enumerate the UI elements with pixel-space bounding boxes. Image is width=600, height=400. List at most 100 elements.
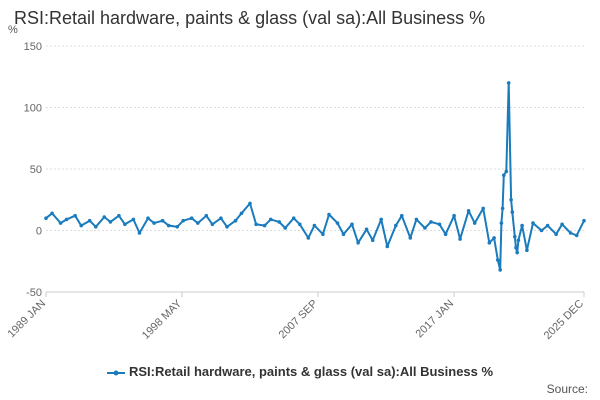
data-point	[335, 221, 340, 225]
data-point	[94, 225, 98, 229]
data-point	[472, 221, 477, 225]
data-point	[239, 211, 244, 216]
data-point	[414, 217, 419, 222]
y-tick-label: -50	[26, 287, 42, 299]
data-point	[50, 211, 54, 216]
data-point	[568, 231, 573, 235]
data-point	[283, 226, 288, 230]
data-point	[306, 236, 311, 240]
chart-title: RSI:Retail hardware, paints & glass (val…	[14, 8, 486, 28]
data-point	[79, 223, 83, 228]
data-point	[312, 223, 317, 228]
data-point	[408, 236, 413, 240]
data-point	[327, 212, 331, 217]
data-point	[492, 236, 496, 240]
data-point	[233, 218, 238, 223]
data-point	[515, 250, 519, 255]
data-point	[298, 222, 302, 227]
data-point	[520, 223, 524, 228]
x-tick-label: 2017 JAN	[414, 298, 457, 341]
data-point	[370, 238, 375, 243]
data-point	[225, 225, 229, 229]
data-point	[321, 232, 325, 236]
data-point	[44, 216, 48, 220]
data-point	[196, 221, 200, 225]
data-point	[525, 248, 529, 252]
data-point	[146, 216, 150, 220]
data-point	[429, 220, 433, 224]
data-point	[516, 238, 521, 243]
data-point	[210, 222, 215, 227]
data-point	[166, 223, 171, 228]
data-point	[560, 222, 564, 227]
y-tick-label: 50	[30, 164, 42, 176]
data-point	[504, 169, 509, 174]
x-tick-label: 2025 DEC	[542, 298, 586, 342]
data-point	[254, 222, 258, 227]
data-point	[58, 221, 63, 225]
data-point	[64, 217, 69, 222]
data-point	[423, 226, 427, 230]
data-point	[498, 268, 503, 272]
data-point	[545, 223, 550, 228]
data-point	[499, 221, 504, 225]
data-point	[554, 232, 558, 236]
legend-series-label: RSI:Retail hardware, paints & glass (val…	[128, 364, 494, 379]
data-point	[510, 210, 515, 214]
data-point	[452, 213, 456, 218]
data-point	[458, 237, 462, 241]
data-point	[108, 220, 113, 224]
data-point	[181, 218, 185, 223]
data-point	[341, 232, 346, 236]
data-point	[350, 222, 354, 227]
data-point	[268, 217, 273, 222]
data-point	[502, 173, 506, 177]
chart-legend[interactable]: RSI:Retail hardware, paints & glass (val…	[0, 364, 600, 379]
data-point	[496, 258, 500, 262]
data-point	[262, 223, 267, 228]
y-tick-label: 0	[36, 226, 42, 238]
data-point	[487, 241, 492, 245]
data-point	[394, 223, 398, 228]
legend-line-marker-icon	[106, 370, 125, 376]
data-point	[437, 222, 442, 227]
y-tick-label: 150	[24, 41, 42, 53]
data-point	[364, 227, 369, 232]
y-axis-unit-label: %	[8, 24, 18, 36]
data-point	[379, 217, 384, 222]
data-point	[204, 213, 209, 218]
data-point	[175, 225, 179, 229]
data-point	[137, 231, 142, 235]
x-tick-label: 1989 JAN	[5, 298, 48, 341]
data-point	[248, 201, 252, 206]
data-point	[131, 217, 136, 222]
data-point	[574, 233, 579, 238]
data-point	[189, 216, 194, 220]
data-point	[400, 213, 404, 218]
data-point	[539, 228, 544, 233]
data-point	[291, 216, 296, 220]
data-point	[102, 215, 107, 219]
x-tick-label: 2007 SEP	[277, 298, 321, 342]
data-point	[506, 81, 511, 85]
data-point	[356, 241, 360, 245]
data-point	[531, 221, 535, 225]
data-point	[73, 213, 77, 218]
data-point	[513, 234, 517, 239]
data-point	[466, 209, 471, 213]
data-point	[443, 232, 448, 236]
data-point	[500, 206, 505, 211]
data-point	[509, 198, 513, 202]
data-point	[160, 218, 165, 223]
data-point	[219, 216, 223, 220]
data-point	[514, 245, 518, 250]
data-point	[385, 244, 390, 249]
data-point	[123, 222, 127, 227]
x-tick-label: 1998 MAY	[140, 297, 185, 342]
data-point	[481, 206, 486, 211]
data-point	[582, 218, 586, 223]
data-point	[277, 220, 282, 224]
data-point	[87, 218, 92, 223]
